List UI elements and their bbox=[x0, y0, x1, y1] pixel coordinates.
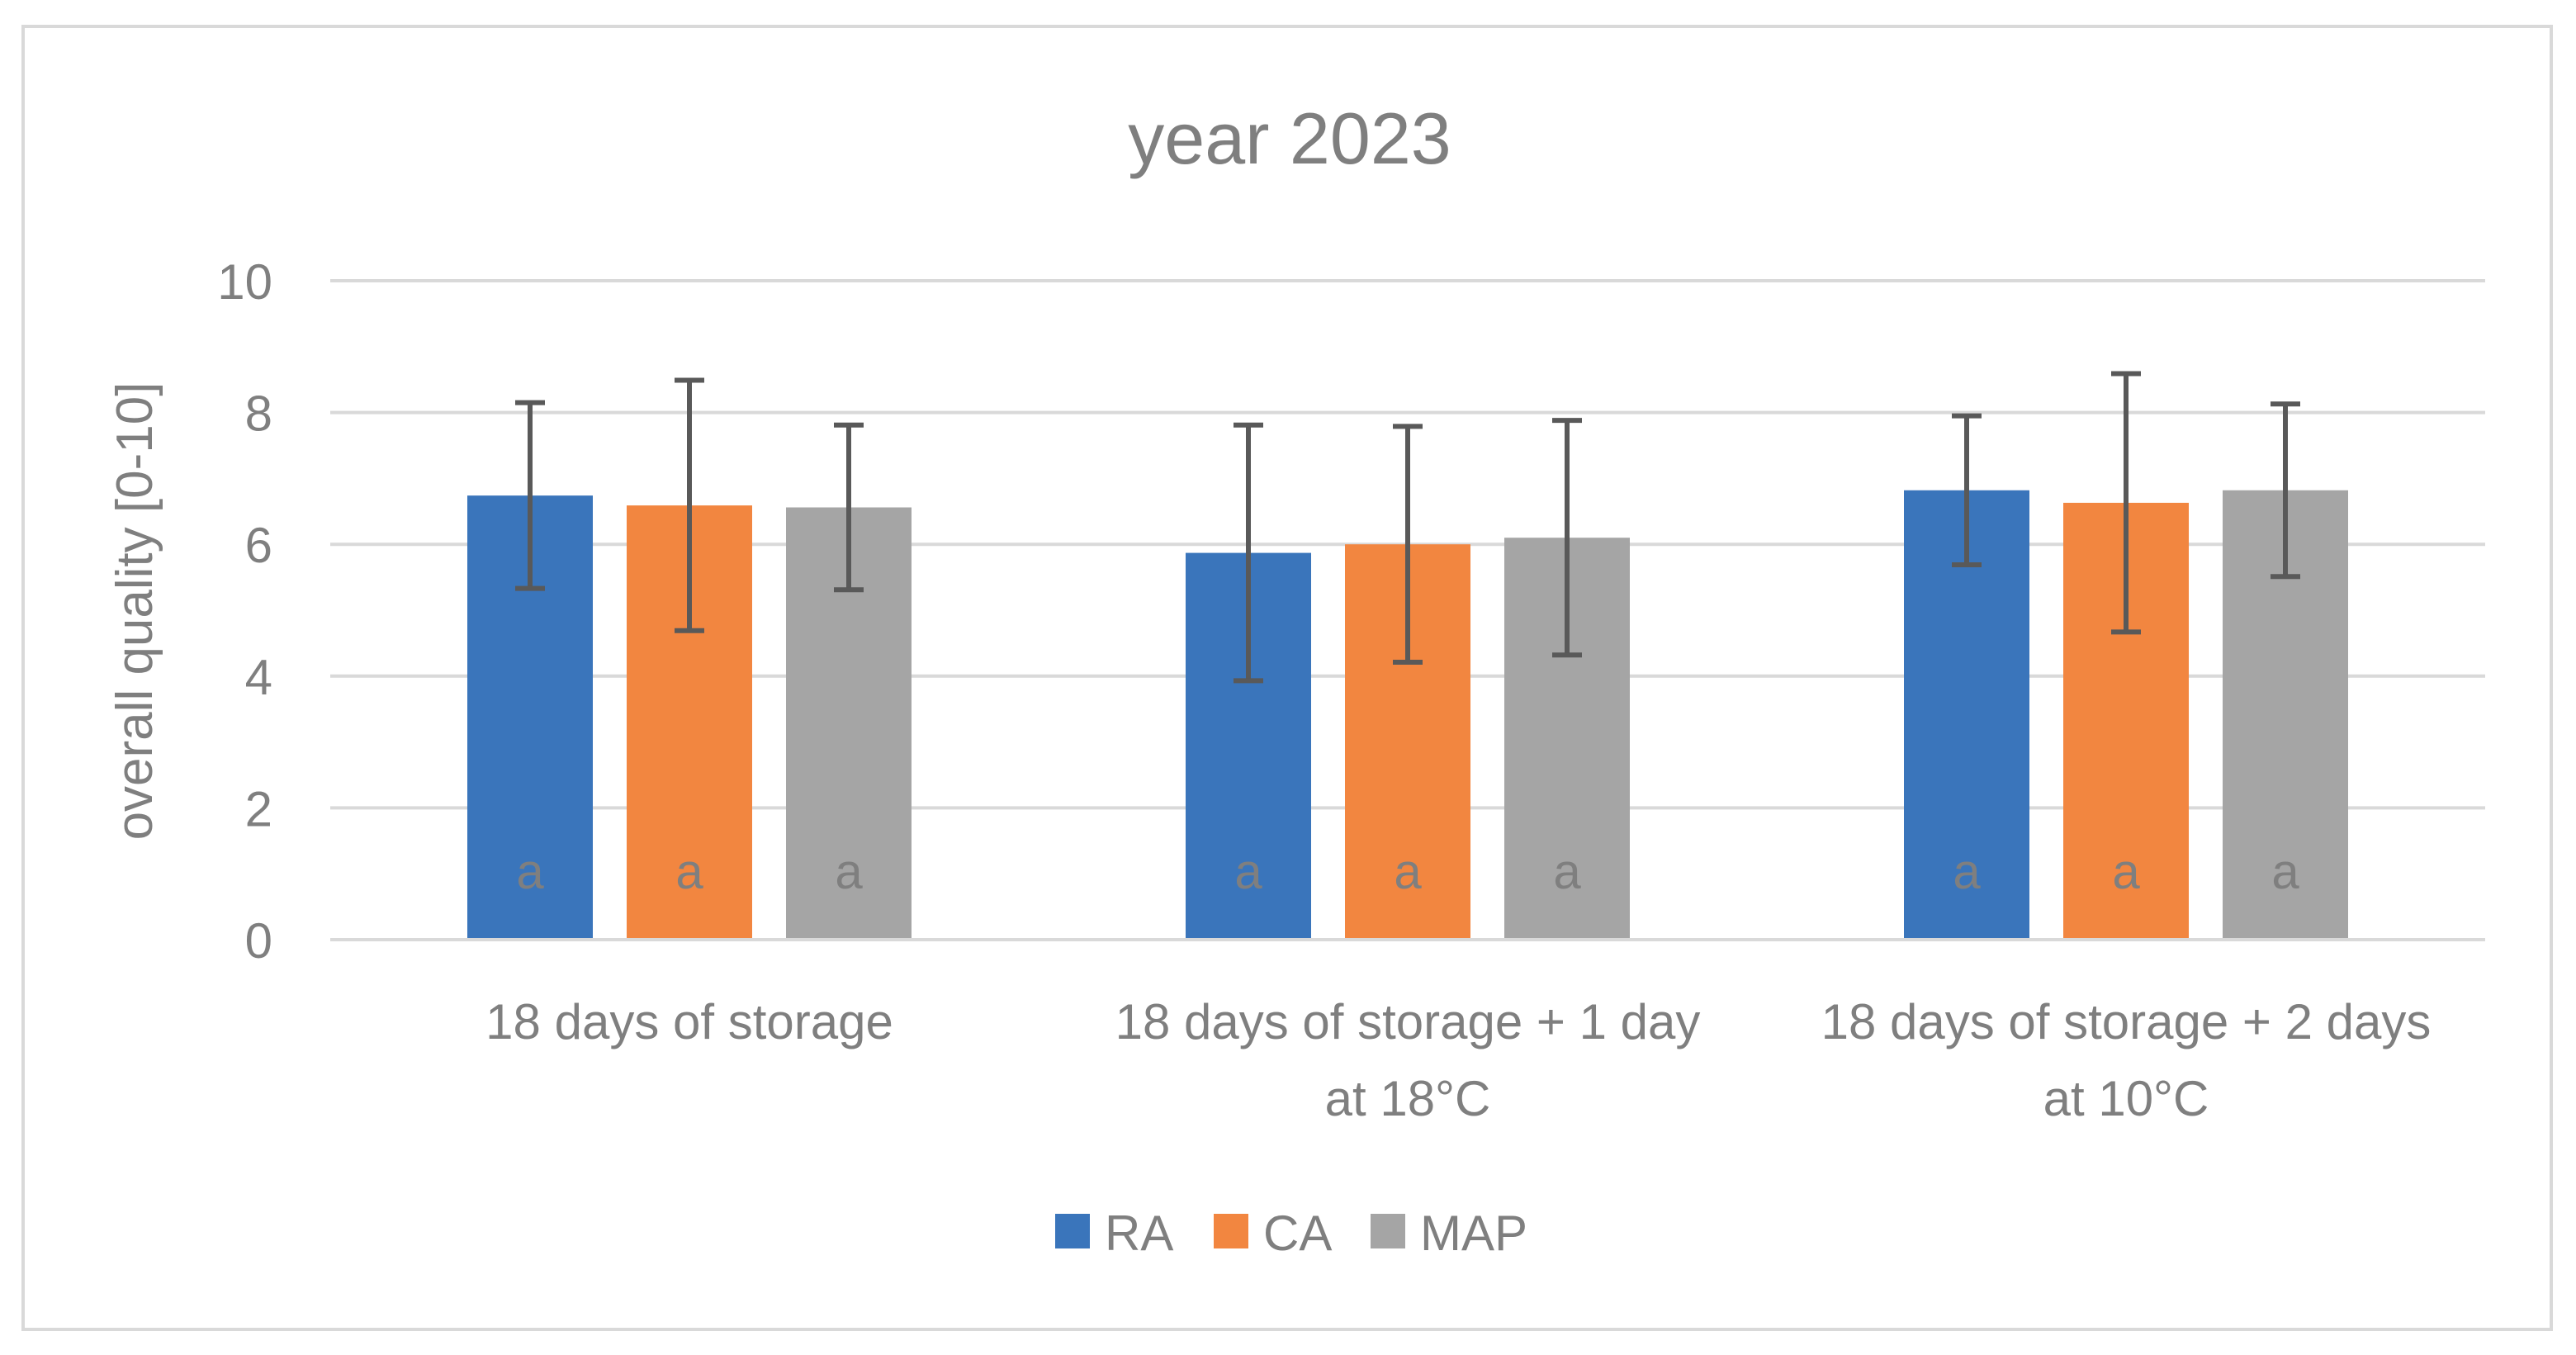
significance-label: a bbox=[1394, 844, 1422, 899]
legend-item-map[interactable]: MAP bbox=[1371, 1206, 1527, 1261]
significance-label: a bbox=[835, 844, 863, 899]
error-bar-ra-0 bbox=[515, 400, 545, 591]
chart-title: year 2023 bbox=[1128, 97, 1451, 179]
significance-label: a bbox=[2271, 844, 2299, 899]
x-tick-label: 18 days of storage + 1 day bbox=[1115, 994, 1701, 1049]
error-bar-map-1 bbox=[1552, 418, 1582, 658]
error-bar-ca-2 bbox=[2111, 371, 2141, 635]
legend-item-ca[interactable]: CA bbox=[1214, 1206, 1332, 1261]
error-bar-ra-2 bbox=[1952, 413, 1982, 567]
x-tick-label: 18 days of storage + 2 days bbox=[1821, 994, 2432, 1049]
y-tick-label: 2 bbox=[245, 781, 272, 836]
significance-label: a bbox=[1553, 844, 1581, 899]
y-tick-label: 6 bbox=[245, 518, 272, 573]
x-tick-label: at 18°C bbox=[1325, 1071, 1491, 1126]
error-bar-ca-1 bbox=[1393, 424, 1423, 666]
y-tick-label: 10 bbox=[217, 254, 272, 310]
y-tick-label: 0 bbox=[245, 913, 272, 969]
error-bar-map-0 bbox=[834, 422, 864, 593]
legend-swatch bbox=[1214, 1214, 1248, 1248]
x-tick-label: at 10°C bbox=[2043, 1071, 2209, 1126]
error-bar-ca-0 bbox=[675, 377, 704, 633]
significance-label: a bbox=[675, 844, 703, 899]
legend-label: CA bbox=[1263, 1206, 1332, 1261]
error-bars bbox=[515, 371, 2300, 684]
legend-swatch bbox=[1371, 1214, 1405, 1248]
legend-swatch bbox=[1055, 1214, 1090, 1248]
legend-label: MAP bbox=[1420, 1206, 1527, 1261]
y-tick-label: 4 bbox=[245, 650, 272, 705]
legend-label: RA bbox=[1105, 1206, 1173, 1261]
significance-label: a bbox=[1234, 844, 1262, 899]
y-tick-label: 8 bbox=[245, 386, 272, 442]
error-bar-ra-1 bbox=[1234, 422, 1263, 684]
x-axis: 18 days of storage 18 days of storage + 1… bbox=[330, 938, 2485, 1126]
significance-label: a bbox=[1953, 844, 1981, 899]
legend-item-ra[interactable]: RA bbox=[1055, 1206, 1173, 1261]
significance-label: a bbox=[516, 844, 544, 899]
y-axis-label: overall quality [0-10] bbox=[107, 382, 163, 841]
significance-label: a bbox=[2112, 844, 2140, 899]
error-bar-map-2 bbox=[2271, 401, 2300, 580]
x-tick-label: 18 days of storage bbox=[485, 994, 893, 1049]
legend[interactable]: RA CA MAP bbox=[1055, 1206, 1527, 1261]
